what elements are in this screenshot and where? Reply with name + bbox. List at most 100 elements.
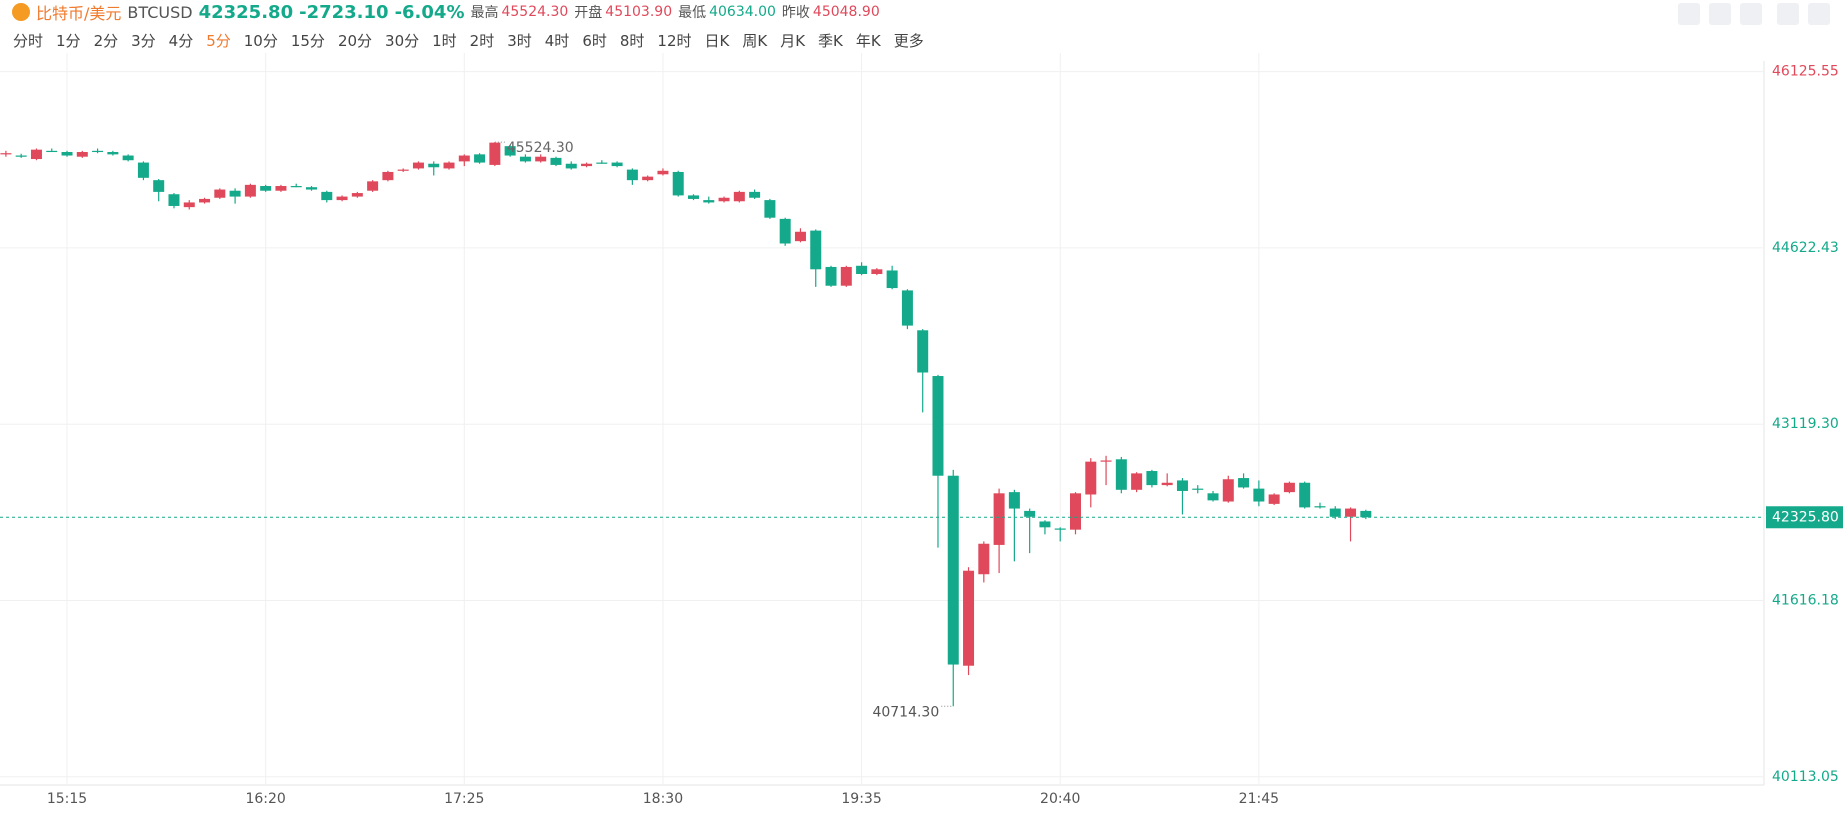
- candle-body: [1008, 492, 1020, 509]
- tool-button[interactable]: [1808, 3, 1830, 25]
- period-button[interactable]: 2时: [469, 32, 495, 50]
- stat-value: 45048.90: [812, 4, 880, 20]
- period-button[interactable]: 20分: [337, 32, 373, 50]
- candle-body: [1039, 521, 1051, 528]
- candle-body: [92, 150, 104, 153]
- period-button[interactable]: 4时: [544, 32, 570, 50]
- candle-body: [443, 162, 455, 169]
- period-button[interactable]: 月K: [780, 32, 806, 50]
- candle-body: [810, 230, 822, 270]
- period-button[interactable]: 年K: [855, 32, 881, 50]
- change: -2723.10: [299, 1, 389, 23]
- candle-body: [76, 152, 88, 157]
- tool-button[interactable]: [1777, 3, 1799, 25]
- period-button[interactable]: 更多: [893, 32, 924, 50]
- symbol[interactable]: BTCUSD: [127, 2, 193, 22]
- candle-body: [840, 266, 852, 286]
- candle-body: [321, 191, 333, 201]
- period-button[interactable]: 1分: [56, 32, 81, 50]
- candle-body: [1314, 506, 1326, 508]
- low-label: 40714.30: [872, 704, 939, 720]
- candle-body: [611, 162, 623, 167]
- candle-body: [1131, 473, 1143, 490]
- x-tick-label: 16:20: [245, 791, 285, 807]
- period-button[interactable]: 6时: [582, 32, 607, 50]
- candle-body: [963, 570, 975, 666]
- period-button[interactable]: 3分: [131, 32, 156, 50]
- period-button[interactable]: 2分: [93, 32, 119, 50]
- candle-body: [1253, 488, 1265, 502]
- candle-body: [504, 146, 516, 156]
- period-button[interactable]: 15分: [290, 32, 325, 50]
- candle-body: [856, 265, 868, 274]
- candle-body: [1085, 461, 1097, 495]
- period-button[interactable]: 8时: [619, 32, 645, 50]
- period-button[interactable]: 12时: [657, 32, 692, 50]
- candle-body: [412, 162, 424, 169]
- candle-body: [1161, 482, 1173, 486]
- candle-body: [749, 191, 761, 198]
- stat-label: 最低: [678, 5, 707, 21]
- pair-name[interactable]: 比特币/美元: [36, 4, 122, 23]
- candle-body: [947, 475, 959, 665]
- period-button[interactable]: 1时: [432, 32, 457, 50]
- candle-body: [489, 142, 501, 165]
- period-bar: 分时 1分 2分 3分 4分 5分 10分 15分 20分 30分 1时 2时 3时 4时 6时 8时 12时日…: [0, 30, 924, 51]
- period-button[interactable]: 周K: [742, 32, 768, 50]
- candle-body: [993, 493, 1005, 545]
- candle-body: [61, 152, 73, 156]
- candle-body: [718, 197, 730, 202]
- period-button[interactable]: 分时: [13, 32, 44, 50]
- candle-body: [871, 269, 883, 274]
- candle-body: [199, 198, 211, 203]
- candle-body: [626, 169, 638, 181]
- candle-body: [917, 330, 929, 373]
- period-button[interactable]: 4分: [168, 32, 194, 50]
- candle-body: [1207, 493, 1219, 501]
- candle-body: [1070, 493, 1081, 530]
- stat-label: 最高: [470, 5, 499, 21]
- candle-body: [1345, 508, 1357, 517]
- x-tick-label: 21:45: [1239, 791, 1279, 807]
- stat-value: 40634.00: [709, 4, 776, 20]
- candle-body: [1299, 482, 1311, 508]
- tool-button[interactable]: [1740, 3, 1762, 25]
- period-button[interactable]: 3时: [507, 32, 532, 50]
- x-tick-label: 17:25: [444, 791, 484, 807]
- candle-body: [397, 169, 409, 171]
- period-button[interactable]: 30分: [385, 32, 420, 50]
- last-price-box: [1766, 506, 1843, 529]
- tool-button[interactable]: [1709, 3, 1731, 25]
- candle-body: [764, 200, 776, 218]
- candle-body: [733, 191, 745, 202]
- x-tick-label: 20:40: [1040, 791, 1080, 807]
- candle-body: [229, 190, 241, 197]
- candle-body: [565, 163, 577, 169]
- candle-body: [382, 171, 394, 181]
- stat-label: 开盘: [574, 5, 603, 21]
- y-tick-label: 40113.05: [1772, 769, 1839, 785]
- candle-body: [474, 154, 486, 163]
- high-label: 45524.30: [507, 140, 574, 156]
- candle-body: [1283, 482, 1295, 493]
- candle-body: [0, 153, 12, 155]
- candle-body: [137, 162, 149, 178]
- change-pct: -6.04%: [394, 1, 465, 23]
- stat-value: 45524.30: [501, 4, 569, 20]
- candle-body: [260, 186, 272, 191]
- candle-body: [336, 196, 348, 201]
- period-button[interactable]: 日K: [704, 32, 730, 50]
- x-tick-label: 19:35: [841, 791, 881, 807]
- candle-body: [779, 218, 791, 244]
- candle-body: [122, 155, 134, 161]
- period-button[interactable]: 季K: [818, 32, 843, 50]
- candle-body: [825, 266, 837, 286]
- candle-body: [1100, 460, 1112, 462]
- candle-body: [535, 156, 547, 162]
- period-button[interactable]: 5分: [206, 32, 231, 50]
- candle-body: [886, 270, 898, 289]
- tool-button[interactable]: [1678, 3, 1700, 25]
- period-button[interactable]: 10分: [243, 32, 278, 50]
- header: 比特币/美元 BTCUSD 42325.80 -2723.10 -6.04% 最…: [0, 0, 886, 24]
